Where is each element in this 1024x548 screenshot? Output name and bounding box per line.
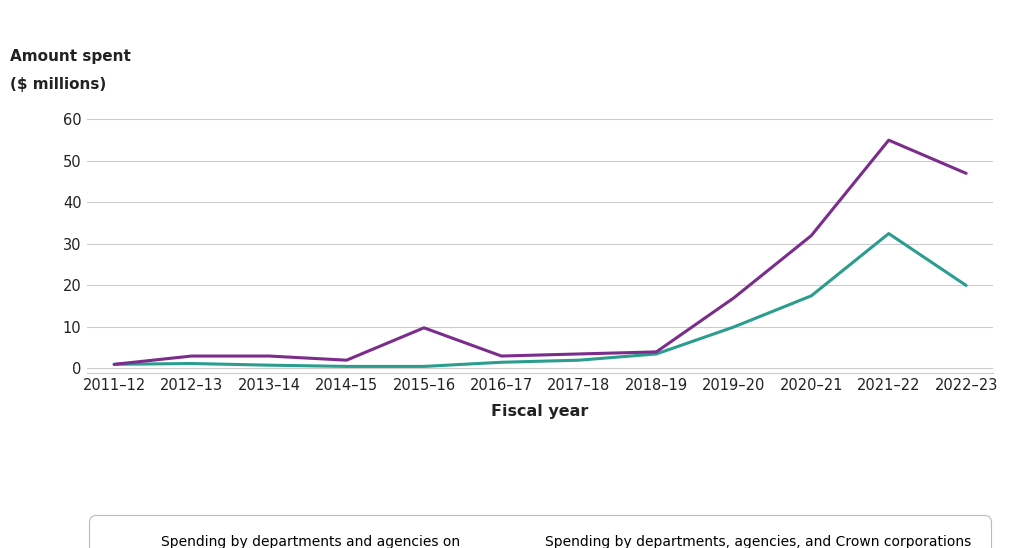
X-axis label: Fiscal year: Fiscal year (492, 404, 589, 419)
Text: ($ millions): ($ millions) (10, 77, 106, 92)
Legend: Spending by departments and agencies on
contracts awarded to McKinsey & Company,: Spending by departments and agencies on … (96, 522, 984, 548)
Text: Amount spent: Amount spent (10, 49, 131, 64)
